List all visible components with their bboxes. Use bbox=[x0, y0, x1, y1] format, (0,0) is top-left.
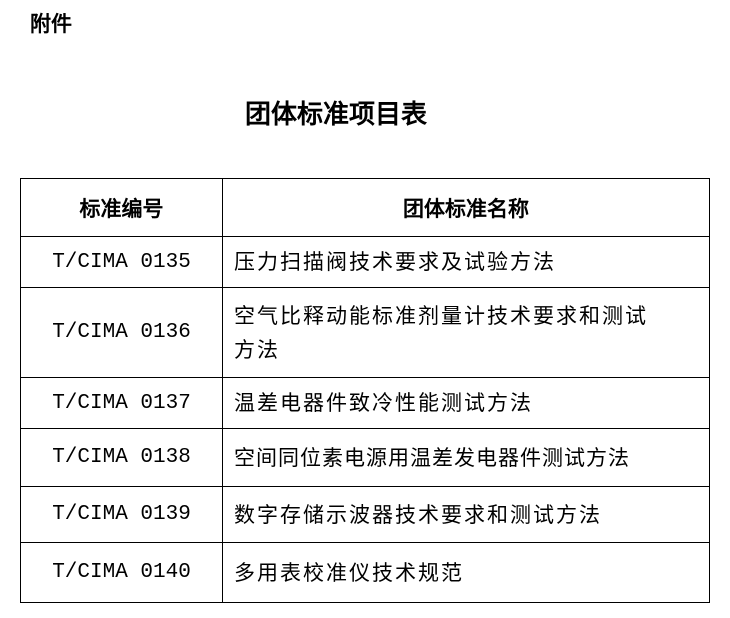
standard-code: T/CIMA 0138 bbox=[20, 428, 223, 487]
standard-code: T/CIMA 0140 bbox=[20, 542, 223, 603]
table-row: T/CIMA 0138 空间同位素电源用温差发电器件测试方法 bbox=[20, 428, 710, 487]
standard-name: 多用表校准仪技术规范 bbox=[222, 542, 710, 603]
standard-name: 温差电器件致冷性能测试方法 bbox=[222, 377, 710, 429]
attachment-label: 附件 bbox=[30, 12, 72, 36]
table-row: T/CIMA 0137 温差电器件致冷性能测试方法 bbox=[20, 377, 710, 429]
standard-code: T/CIMA 0137 bbox=[20, 377, 223, 429]
standard-name: 压力扫描阀技术要求及试验方法 bbox=[222, 236, 710, 288]
standard-code: T/CIMA 0136 bbox=[20, 287, 223, 378]
header-name: 团体标准名称 bbox=[222, 178, 710, 237]
page-title: 团体标准项目表 bbox=[244, 100, 427, 130]
table-row: T/CIMA 0140 多用表校准仪技术规范 bbox=[20, 542, 710, 603]
table-row: T/CIMA 0136 空气比释动能标准剂量计技术要求和测试方法 bbox=[20, 287, 710, 378]
table-row: T/CIMA 0135 压力扫描阀技术要求及试验方法 bbox=[20, 236, 710, 288]
table-header-row: 标准编号 团体标准名称 bbox=[20, 178, 710, 237]
table-row: T/CIMA 0139 数字存储示波器技术要求和测试方法 bbox=[20, 486, 710, 543]
standard-code: T/CIMA 0135 bbox=[20, 236, 223, 288]
standard-name: 空气比释动能标准剂量计技术要求和测试方法 bbox=[222, 287, 710, 378]
standard-code: T/CIMA 0139 bbox=[20, 486, 223, 543]
standards-table: 标准编号 团体标准名称 T/CIMA 0135 压力扫描阀技术要求及试验方法 T… bbox=[20, 178, 710, 603]
standard-name: 数字存储示波器技术要求和测试方法 bbox=[222, 486, 710, 543]
header-code: 标准编号 bbox=[20, 178, 223, 237]
standard-name: 空间同位素电源用温差发电器件测试方法 bbox=[222, 428, 710, 487]
